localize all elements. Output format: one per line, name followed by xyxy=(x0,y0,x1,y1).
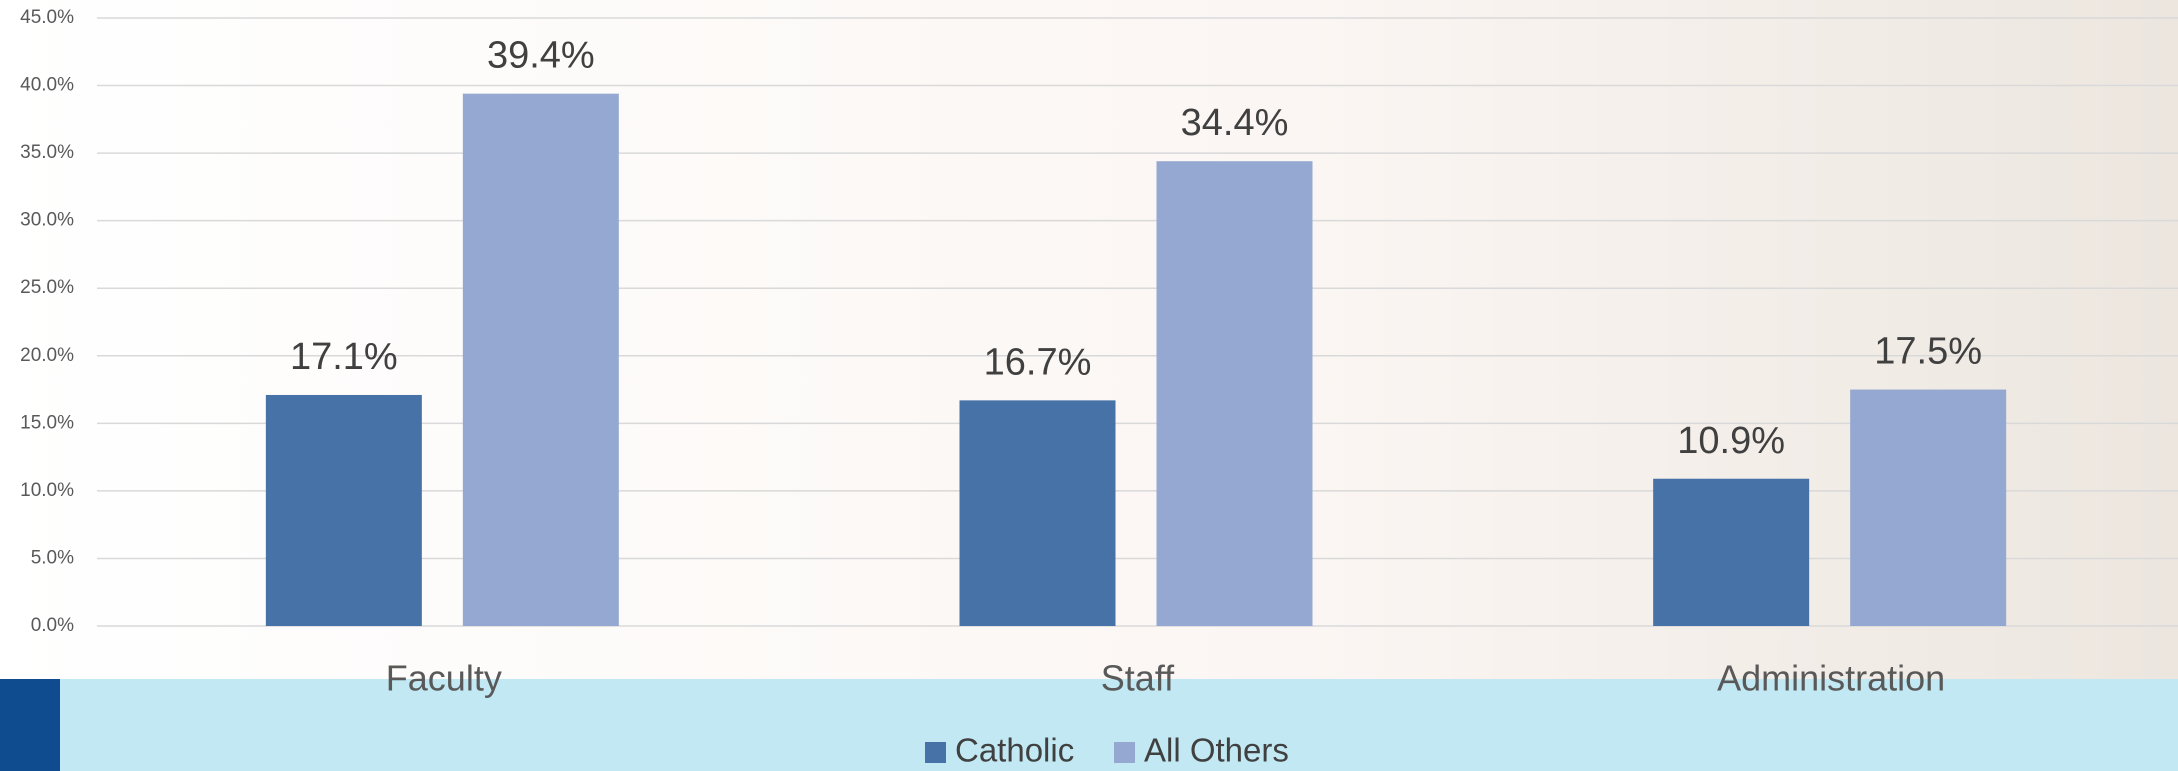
bar xyxy=(463,94,619,626)
background xyxy=(0,0,2178,771)
value-label: 34.4% xyxy=(1181,102,1289,144)
y-tick-label: 30.0% xyxy=(20,210,74,231)
y-tick-label: 5.0% xyxy=(31,547,74,568)
x-tick-label: Staff xyxy=(1101,658,1175,699)
value-label: 17.5% xyxy=(1874,331,1982,373)
legend-swatch xyxy=(925,742,946,763)
value-label: 39.4% xyxy=(487,35,595,77)
y-tick-label: 35.0% xyxy=(20,142,74,163)
y-tick-label: 20.0% xyxy=(20,345,74,366)
y-tick-label: 15.0% xyxy=(20,412,74,433)
y-tick-label: 40.0% xyxy=(20,75,74,96)
bar xyxy=(960,400,1116,626)
legend-label: All Others xyxy=(1144,732,1289,769)
legend-label: Catholic xyxy=(955,732,1074,769)
x-tick-label: Faculty xyxy=(386,658,502,699)
value-label: 10.9% xyxy=(1677,420,1785,462)
legend-swatch xyxy=(1114,742,1135,763)
y-tick-label: 45.0% xyxy=(20,7,74,28)
bar xyxy=(1653,479,1809,626)
chart: 0.0% 5.0% 10.0% 15.0% 20.0% 25.0% 30.0% 35.0% 40… xyxy=(0,0,2178,771)
bar xyxy=(266,395,422,626)
y-tick-label: 25.0% xyxy=(20,277,74,298)
y-tick-label: 0.0% xyxy=(31,615,74,636)
y-tick-label: 10.0% xyxy=(20,480,74,501)
bar xyxy=(1157,161,1313,626)
value-label: 17.1% xyxy=(290,336,398,378)
value-label: 16.7% xyxy=(984,341,1092,383)
x-tick-label: Administration xyxy=(1717,658,1945,699)
logo xyxy=(0,679,60,771)
bar xyxy=(1850,390,2006,626)
